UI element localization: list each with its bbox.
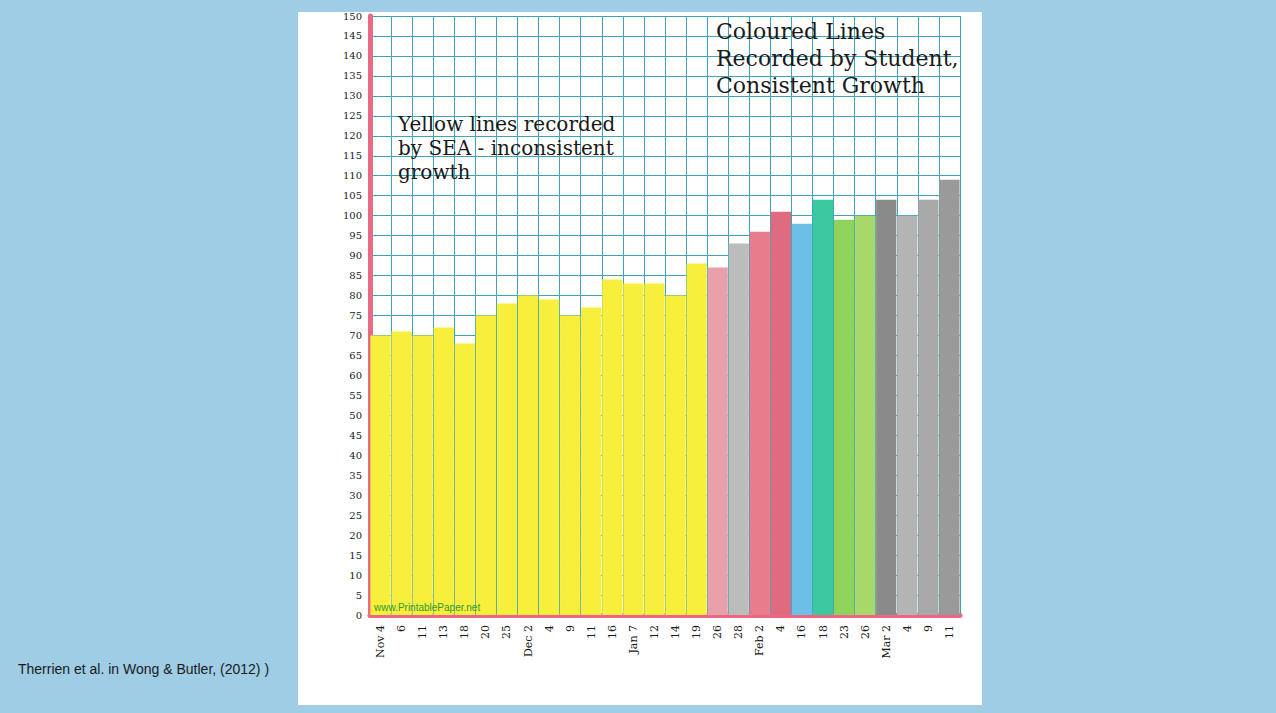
svg-text:18: 18 bbox=[817, 625, 830, 639]
svg-text:Therrien et al. in Wong & Butl: Therrien et al. in Wong & Butler, (2012)… bbox=[18, 661, 269, 677]
svg-text:Coloured Lines: Coloured Lines bbox=[716, 19, 892, 44]
svg-text:Mar 2: Mar 2 bbox=[880, 625, 893, 659]
svg-text:125: 125 bbox=[343, 110, 362, 121]
svg-text:45: 45 bbox=[349, 430, 362, 441]
svg-text:70: 70 bbox=[349, 330, 362, 341]
svg-text:105: 105 bbox=[343, 190, 362, 201]
svg-text:85: 85 bbox=[349, 270, 362, 281]
svg-text:0: 0 bbox=[356, 610, 362, 621]
svg-text:65: 65 bbox=[349, 350, 362, 361]
svg-text:10: 10 bbox=[349, 570, 362, 581]
svg-text:9: 9 bbox=[564, 625, 577, 632]
svg-text:Dec 2: Dec 2 bbox=[522, 625, 535, 657]
svg-text:by SEA - inconsistent: by SEA - inconsistent bbox=[398, 136, 620, 160]
svg-text:26: 26 bbox=[859, 625, 872, 639]
svg-text:16: 16 bbox=[606, 625, 619, 639]
svg-text:115: 115 bbox=[343, 150, 362, 161]
svg-text:Jan 7: Jan 7 bbox=[627, 625, 640, 655]
svg-text:11: 11 bbox=[585, 625, 598, 639]
svg-text:145: 145 bbox=[343, 30, 362, 41]
svg-text:4: 4 bbox=[774, 625, 787, 632]
svg-text:135: 135 bbox=[343, 70, 362, 81]
svg-text:growth: growth bbox=[398, 160, 471, 184]
svg-text:www.PrintablePaper.net: www.PrintablePaper.net bbox=[373, 602, 480, 613]
svg-text:35: 35 bbox=[349, 470, 362, 481]
svg-text:11: 11 bbox=[943, 625, 956, 639]
svg-text:50: 50 bbox=[349, 410, 362, 421]
svg-text:6: 6 bbox=[395, 625, 408, 632]
svg-text:14: 14 bbox=[669, 625, 682, 639]
svg-text:20: 20 bbox=[479, 625, 492, 639]
svg-text:Feb 2: Feb 2 bbox=[753, 625, 766, 656]
svg-text:4: 4 bbox=[901, 625, 914, 632]
svg-text:4: 4 bbox=[543, 625, 556, 632]
svg-text:Yellow lines recorded: Yellow lines recorded bbox=[397, 112, 622, 136]
svg-text:Consistent Growth: Consistent Growth bbox=[716, 73, 925, 98]
svg-text:23: 23 bbox=[838, 625, 851, 639]
svg-text:13: 13 bbox=[437, 625, 450, 639]
svg-text:40: 40 bbox=[349, 450, 362, 461]
svg-text:Recorded by Student,: Recorded by Student, bbox=[716, 46, 966, 71]
svg-text:Nov 4: Nov 4 bbox=[374, 625, 387, 658]
svg-text:19: 19 bbox=[690, 625, 703, 639]
svg-text:120: 120 bbox=[343, 130, 362, 141]
svg-text:140: 140 bbox=[343, 50, 362, 61]
svg-text:11: 11 bbox=[416, 625, 429, 639]
svg-text:95: 95 bbox=[349, 230, 362, 241]
svg-text:20: 20 bbox=[349, 530, 362, 541]
svg-text:90: 90 bbox=[349, 250, 362, 261]
svg-text:30: 30 bbox=[349, 490, 362, 501]
svg-text:25: 25 bbox=[500, 625, 513, 639]
svg-text:80: 80 bbox=[349, 290, 362, 301]
svg-text:26: 26 bbox=[711, 625, 724, 639]
svg-text:75: 75 bbox=[349, 310, 362, 321]
svg-text:110: 110 bbox=[343, 170, 362, 181]
svg-text:60: 60 bbox=[349, 370, 362, 381]
svg-text:9: 9 bbox=[922, 625, 935, 632]
svg-text:16: 16 bbox=[795, 625, 808, 639]
svg-text:5: 5 bbox=[356, 590, 362, 601]
svg-text:130: 130 bbox=[343, 90, 362, 101]
svg-text:18: 18 bbox=[458, 625, 471, 639]
svg-text:150: 150 bbox=[343, 11, 362, 22]
svg-text:15: 15 bbox=[349, 550, 362, 561]
svg-text:100: 100 bbox=[343, 210, 362, 221]
svg-text:28: 28 bbox=[732, 625, 745, 639]
svg-text:25: 25 bbox=[349, 510, 362, 521]
svg-text:12: 12 bbox=[648, 625, 661, 639]
svg-text:55: 55 bbox=[349, 390, 362, 401]
